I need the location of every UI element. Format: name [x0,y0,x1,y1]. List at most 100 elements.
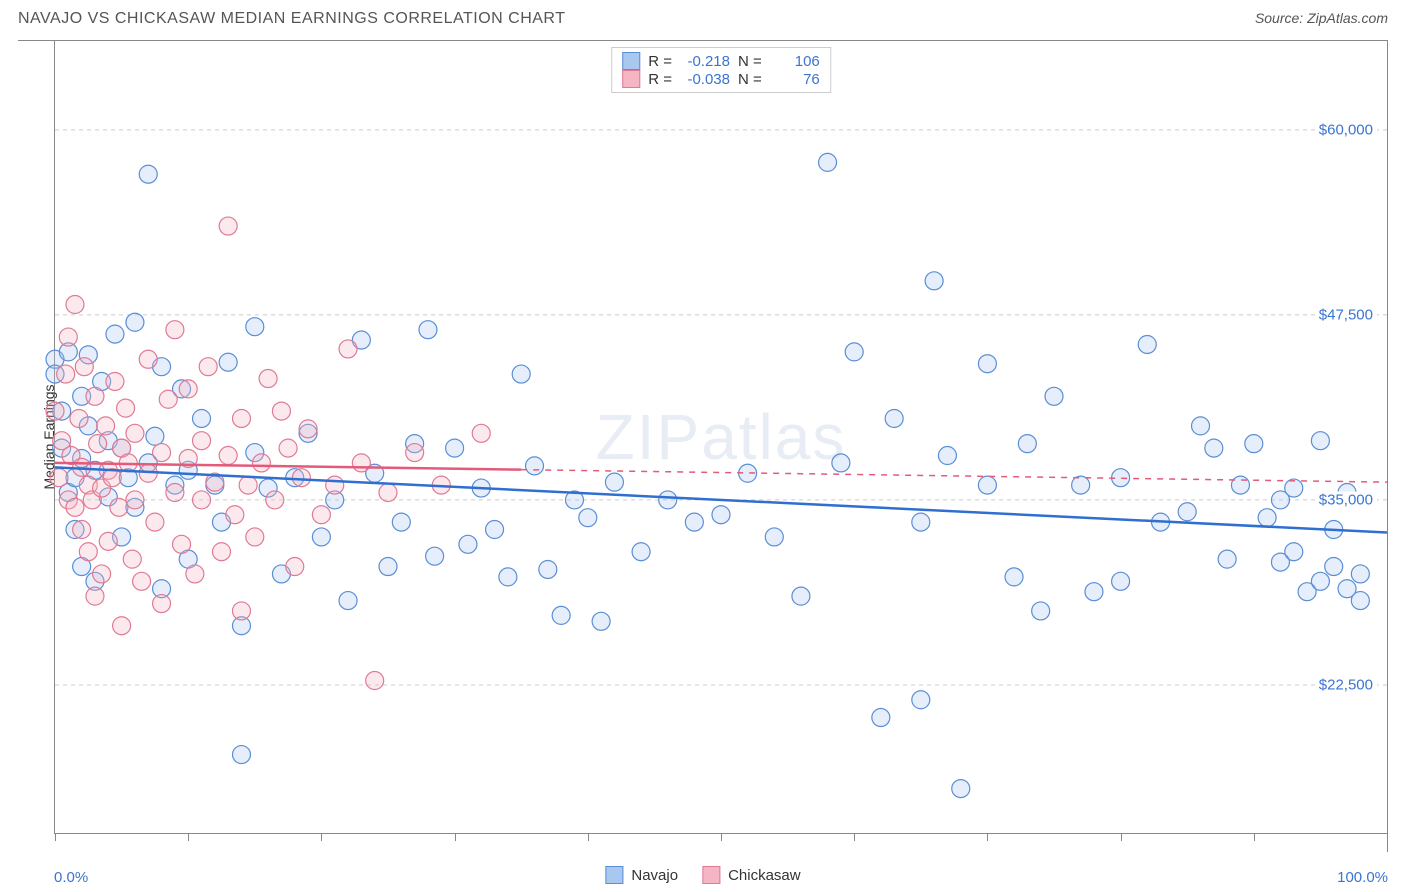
data-point [1192,417,1210,435]
y-tick-label: $60,000 [1315,121,1377,138]
data-point [193,432,211,450]
data-point [86,587,104,605]
data-point [326,476,344,494]
data-point [99,532,117,550]
data-point [232,602,250,620]
data-point [272,402,290,420]
chart-container: Median Earnings ZIPatlas R = -0.218 N = … [18,40,1388,852]
data-point [153,595,171,613]
x-tick [321,833,322,841]
data-point [312,506,330,524]
data-point [93,565,111,583]
plot-svg [55,41,1387,833]
data-point [179,380,197,398]
x-tick [854,833,855,841]
data-point [59,328,77,346]
data-point [173,535,191,553]
data-point [113,617,131,635]
x-tick [1254,833,1255,841]
data-point [712,506,730,524]
data-point [153,444,171,462]
n-value-chickasaw: 76 [770,71,820,88]
data-point [1205,439,1223,457]
data-point [632,543,650,561]
data-point [472,424,490,442]
data-point [659,491,677,509]
data-point [952,780,970,798]
data-point [79,543,97,561]
r-label: R = [648,53,672,70]
data-point [1258,509,1276,527]
data-point [166,321,184,339]
data-point [1005,568,1023,586]
data-point [819,153,837,171]
data-point [106,325,124,343]
data-point [1311,572,1329,590]
x-tick [987,833,988,841]
data-point [259,370,277,388]
data-point [499,568,517,586]
plot-area: Median Earnings ZIPatlas R = -0.218 N = … [54,41,1387,834]
data-point [1285,543,1303,561]
x-tick [588,833,589,841]
data-point [286,558,304,576]
data-point [1032,602,1050,620]
r-label: R = [648,71,672,88]
data-point [159,390,177,408]
data-point [166,484,184,502]
legend-item-navajo: Navajo [605,866,678,884]
y-tick-label: $22,500 [1315,676,1377,693]
data-point [73,521,91,539]
data-point [845,343,863,361]
data-point [266,491,284,509]
data-point [219,353,237,371]
data-point [146,427,164,445]
data-point [279,439,297,457]
y-tick-label: $35,000 [1315,491,1377,508]
data-point [765,528,783,546]
data-point [292,469,310,487]
data-point [1072,476,1090,494]
data-point [252,454,270,472]
data-point [89,435,107,453]
data-point [885,409,903,427]
data-point [312,528,330,546]
data-point [605,473,623,491]
data-point [146,513,164,531]
data-point [579,509,597,527]
data-point [1351,565,1369,583]
r-value-chickasaw: -0.038 [680,71,730,88]
data-point [123,550,141,568]
data-point [978,355,996,373]
n-label: N = [738,71,762,88]
x-tick [55,833,56,841]
swatch-navajo [605,866,623,884]
data-point [1112,572,1130,590]
data-point [139,165,157,183]
data-point [75,358,93,376]
data-point [70,409,88,427]
data-point [46,402,64,420]
data-point [486,521,504,539]
x-min-label: 0.0% [54,869,88,886]
data-point [126,491,144,509]
swatch-chickasaw [622,70,640,88]
data-point [117,399,135,417]
data-point [832,454,850,472]
legend-row-navajo: R = -0.218 N = 106 [622,52,820,70]
data-point [1218,550,1236,568]
data-point [925,272,943,290]
y-tick-label: $47,500 [1315,306,1377,323]
legend-label-chickasaw: Chickasaw [728,867,801,884]
x-tick [1387,833,1388,841]
data-point [446,439,464,457]
source-label: Source: ZipAtlas.com [1255,10,1388,26]
data-point [1285,479,1303,497]
data-point [938,447,956,465]
data-point [232,746,250,764]
trend-line-dashed [521,470,1387,483]
data-point [1178,503,1196,521]
x-tick [188,833,189,841]
data-point [219,447,237,465]
n-value-navajo: 106 [770,53,820,70]
